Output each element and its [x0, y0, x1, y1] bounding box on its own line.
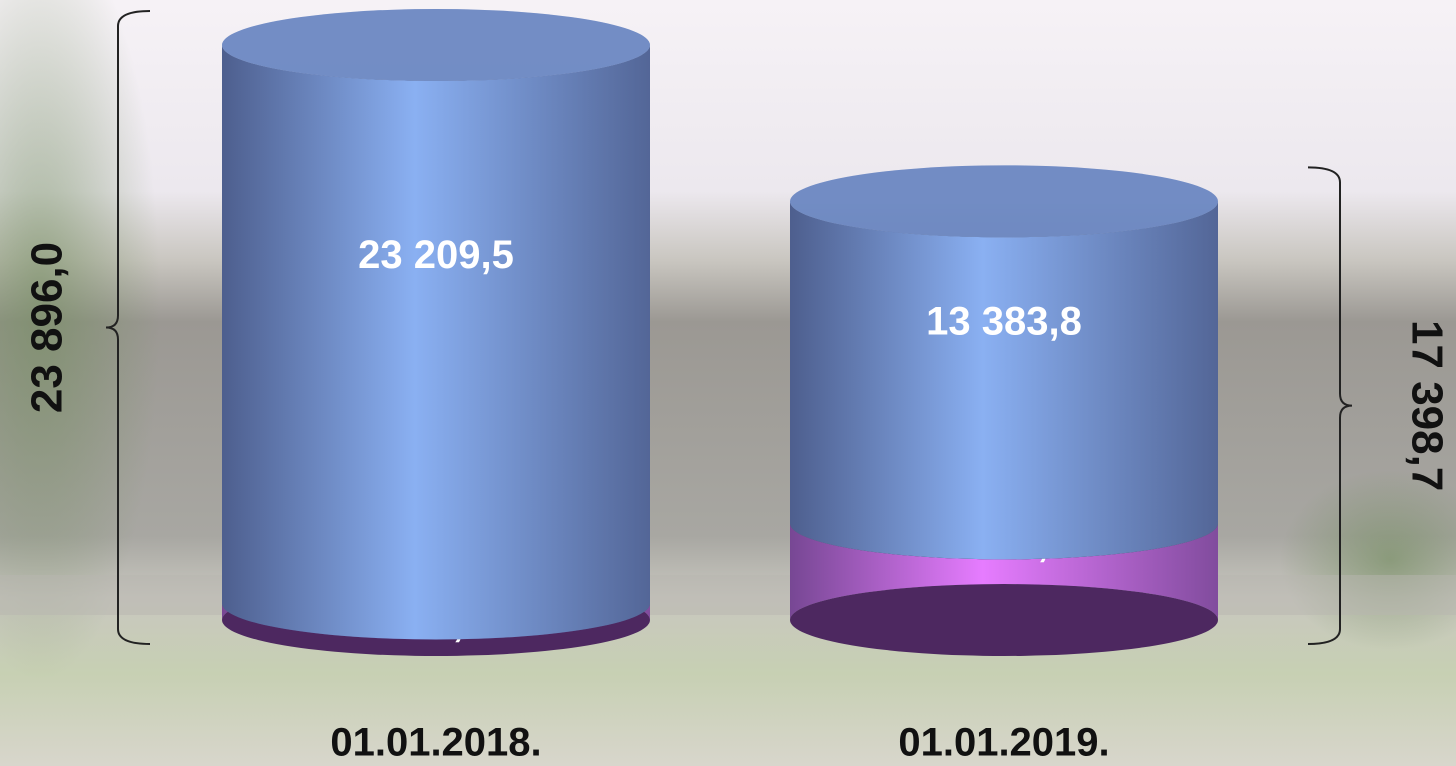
- cylinder-top-shade: [222, 9, 650, 81]
- chart: 686,523 209,501.01.2018.23 896,04 014,91…: [0, 0, 1456, 766]
- total-label: 23 896,0: [23, 242, 72, 413]
- x-tick-label: 01.01.2019.: [898, 721, 1109, 765]
- bar: [790, 201, 1218, 559]
- background-railing: [0, 575, 1456, 615]
- page: {"chart_data": {"type": "cylinder-stacke…: [0, 0, 1456, 766]
- cylinder-base: [790, 584, 1218, 656]
- cylinder-top-shade: [790, 165, 1218, 237]
- bar: [222, 45, 650, 639]
- data-label: 13 383,8: [926, 299, 1082, 343]
- data-label: 23 209,5: [358, 233, 514, 277]
- total-label: 17 398,7: [1402, 320, 1451, 491]
- x-tick-label: 01.01.2018.: [330, 721, 541, 765]
- background: [0, 0, 1456, 766]
